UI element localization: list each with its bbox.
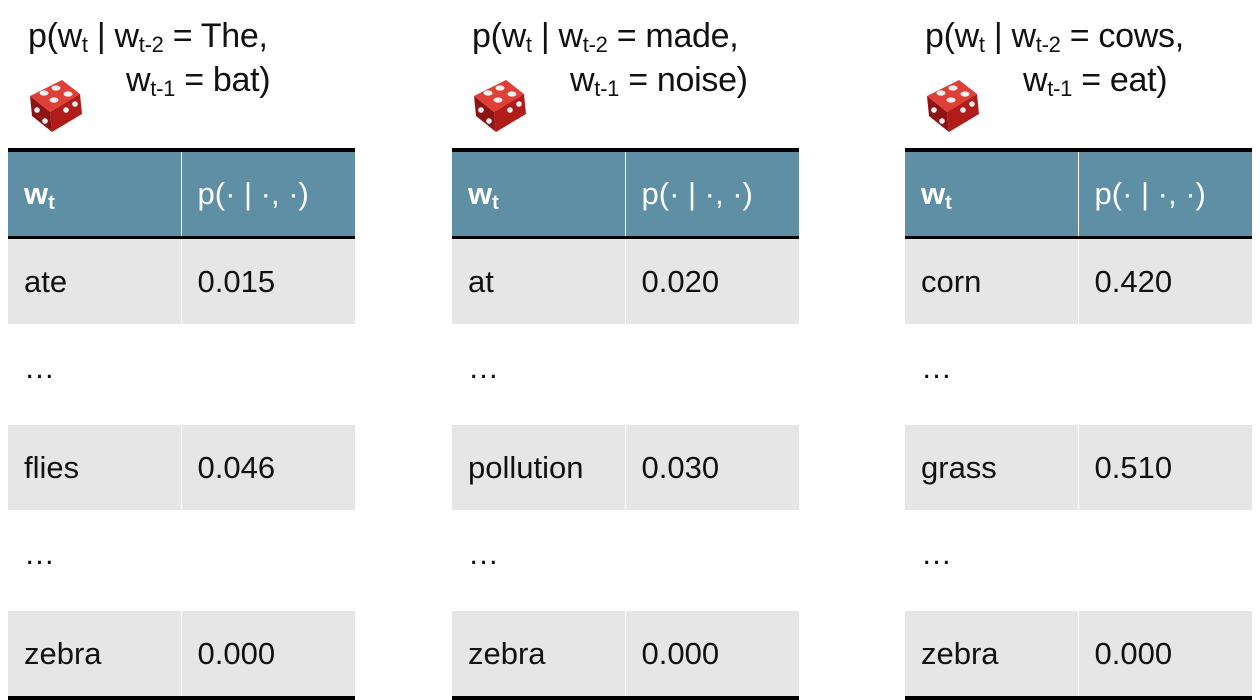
table-header-row: wt p(· | ·, ·) — [8, 148, 355, 239]
col-header-word: wt — [905, 148, 1078, 239]
table-row: at 0.020 — [452, 237, 799, 325]
prob-cell: 0.000 — [180, 610, 355, 700]
die-icon — [30, 80, 82, 132]
word-cell: … — [905, 510, 1078, 611]
title-line-1: p(wt | wt-2 = The, — [28, 17, 268, 57]
table-row: … — [905, 324, 1252, 425]
col-header-prob: p(· | ·, ·) — [624, 148, 799, 239]
probability-table: wt p(· | ·, ·) ate 0.015 … flies 0.046 … z… — [8, 148, 355, 700]
probability-table: wt p(· | ·, ·) at 0.020 … pollution 0.030 … — [452, 148, 799, 700]
word-cell: grass — [905, 424, 1078, 511]
prob-cell — [180, 324, 355, 425]
prob-cell: 0.030 — [624, 424, 799, 511]
word-cell: … — [452, 324, 625, 425]
table-row: zebra 0.000 — [8, 610, 355, 700]
prob-cell — [624, 324, 799, 425]
prob-cell: 0.510 — [1077, 424, 1252, 511]
table-row: zebra 0.000 — [905, 610, 1252, 700]
table-row: … — [905, 510, 1252, 611]
word-cell: at — [452, 237, 625, 325]
table-row: ate 0.015 — [8, 237, 355, 325]
prob-cell: 0.420 — [1077, 237, 1252, 325]
die-icon — [927, 80, 979, 132]
prob-cell: 0.000 — [1077, 610, 1252, 700]
ngram-panel-2: p(wt | wt-2 = made, wt-1 = noise) wt p(·… — [452, 0, 800, 700]
title-line-2: wt-1 = bat) — [126, 61, 271, 101]
word-cell: flies — [8, 424, 181, 511]
table-row: … — [8, 510, 355, 611]
col-header-prob: p(· | ·, ·) — [1077, 148, 1252, 239]
table-row: … — [8, 324, 355, 425]
title-line-1: p(wt | wt-2 = made, — [472, 17, 739, 57]
ngram-panel-1: p(wt | wt-2 = The, wt-1 = bat) wt p(· | … — [8, 0, 356, 700]
probability-table: wt p(· | ·, ·) corn 0.420 … grass 0.510 … … — [905, 148, 1252, 700]
word-cell: … — [8, 324, 181, 425]
col-header-word: wt — [8, 148, 181, 239]
table-row: flies 0.046 — [8, 424, 355, 511]
word-cell: zebra — [905, 610, 1078, 700]
ngram-panel-3: p(wt | wt-2 = cows, wt-1 = eat) wt p(· |… — [905, 0, 1253, 700]
word-cell: … — [8, 510, 181, 611]
table-row: zebra 0.000 — [452, 610, 799, 700]
table-row: … — [452, 324, 799, 425]
col-header-word: wt — [452, 148, 625, 239]
col-header-prob: p(· | ·, ·) — [180, 148, 355, 239]
word-cell: … — [452, 510, 625, 611]
prob-cell: 0.020 — [624, 237, 799, 325]
table-header-row: wt p(· | ·, ·) — [905, 148, 1252, 239]
table-header-row: wt p(· | ·, ·) — [452, 148, 799, 239]
word-cell: pollution — [452, 424, 625, 511]
prob-cell — [180, 510, 355, 611]
word-cell: ate — [8, 237, 181, 325]
table-row: corn 0.420 — [905, 237, 1252, 325]
word-cell: … — [905, 324, 1078, 425]
table-row: pollution 0.030 — [452, 424, 799, 511]
prob-cell: 0.015 — [180, 237, 355, 325]
prob-cell — [624, 510, 799, 611]
table-row: … — [452, 510, 799, 611]
die-icon — [474, 80, 526, 132]
prob-cell — [1077, 324, 1252, 425]
prob-cell: 0.000 — [624, 610, 799, 700]
title-line-2: wt-1 = noise) — [570, 61, 748, 101]
word-cell: corn — [905, 237, 1078, 325]
prob-cell: 0.046 — [180, 424, 355, 511]
title-line-2: wt-1 = eat) — [1023, 61, 1168, 101]
prob-cell — [1077, 510, 1252, 611]
word-cell: zebra — [8, 610, 181, 700]
table-row: grass 0.510 — [905, 424, 1252, 511]
word-cell: zebra — [452, 610, 625, 700]
title-line-1: p(wt | wt-2 = cows, — [925, 17, 1184, 57]
